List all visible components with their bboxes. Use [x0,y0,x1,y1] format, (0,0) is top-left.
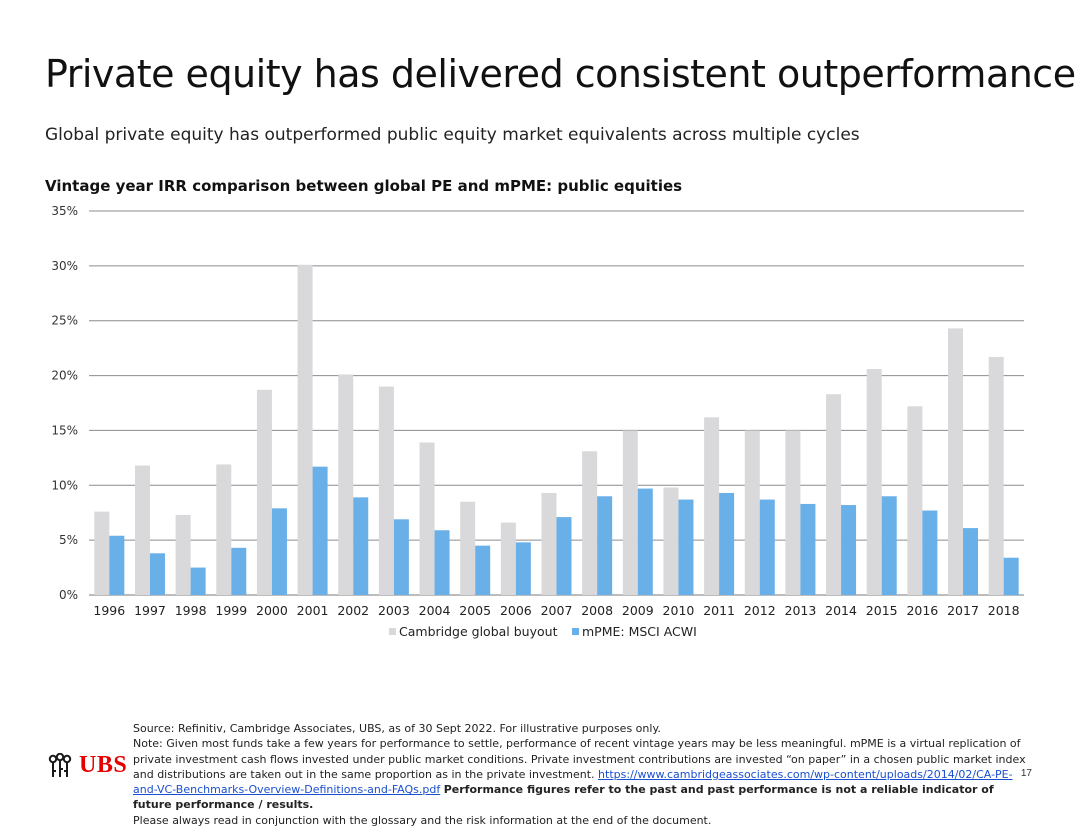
bar-cambridge-buyout [500,522,516,595]
bar-cambridge-buyout [460,501,476,595]
bar-mpme-msci-acwi [841,505,857,595]
bar-mpme-msci-acwi [922,510,938,595]
bar-cambridge-buyout [785,430,801,595]
legend-label: mPME: MSCI ACWI [582,624,697,639]
x-tick-label: 2007 [541,603,573,618]
x-tick-label: 2002 [337,603,369,618]
legend-swatch [389,628,396,635]
x-tick-label: 2005 [459,603,491,618]
x-tick-label: 1996 [93,603,125,618]
bar-mpme-msci-acwi [149,553,165,595]
bar-mpme-msci-acwi [231,547,247,595]
x-tick-label: 2016 [906,603,938,618]
x-tick-label: 1997 [134,603,166,618]
bar-cambridge-buyout [704,417,720,595]
bar-chart: 0% 5% 10% 15% 20% 25% 30% 35% 1996 1997 1998 1999 20… [51,204,1024,639]
reference-link[interactable]: https://www.cambridgeassociates.com/wp-c… [133,767,1013,797]
bar-cambridge-buyout [744,430,760,595]
bar-cambridge-buyout [378,386,394,595]
bar-mpme-msci-acwi [759,499,775,595]
footnote: Source: Refinitiv, Cambridge Associates,… [133,721,1033,828]
x-tick-label: 2010 [663,603,695,618]
y-tick-label: 25% [51,314,78,328]
y-tick-label: 10% [51,478,78,492]
bar-mpme-msci-acwi [434,530,450,595]
y-tick-label: 0% [59,588,78,602]
page-title: Private equity has delivered consistent … [45,52,1076,96]
bar-cambridge-buyout [866,368,882,595]
bar-mpme-msci-acwi [800,503,816,595]
methodology-note: Note: Given most funds take a few years … [133,737,1026,781]
bar-mpme-msci-acwi [353,497,369,595]
bar-mpme-msci-acwi [515,542,531,595]
y-tick-label: 15% [51,423,78,437]
y-tick-label: 30% [51,259,78,273]
x-tick-label: 1999 [215,603,247,618]
bar-cambridge-buyout [297,264,313,595]
y-tick-label: 35% [51,204,78,218]
x-tick-label: 2013 [785,603,817,618]
x-tick-label: 1998 [175,603,207,618]
x-tick-label: 2000 [256,603,288,618]
x-tick-label: 2017 [947,603,979,618]
bar-mpme-msci-acwi [637,488,653,595]
bar-mpme-msci-acwi [271,508,287,595]
bar-cambridge-buyout [419,442,435,595]
ubs-wordmark: UBS [79,752,128,778]
x-tick-label: 2001 [297,603,329,618]
bar-cambridge-buyout [175,514,191,595]
three-keys-icon [48,752,72,777]
bar-cambridge-buyout [907,406,923,595]
bar-cambridge-buyout [826,394,842,595]
source-note: Source: Refinitiv, Cambridge Associates,… [133,722,661,735]
y-tick-label: 20% [51,369,78,383]
legend-label: Cambridge global buyout [399,624,558,639]
bar-mpme-msci-acwi [312,466,328,595]
bar-mpme-msci-acwi [475,545,491,595]
x-tick-label: 2015 [866,603,898,618]
bar-mpme-msci-acwi [881,496,897,595]
x-tick-label: 2006 [500,603,532,618]
legend-swatch [572,628,579,635]
bar-cambridge-buyout [622,430,638,595]
bar-mpme-msci-acwi [393,519,409,595]
bar-mpme-msci-acwi [1003,557,1019,595]
x-tick-label: 2008 [581,603,613,618]
bar-cambridge-buyout [94,511,110,595]
bar-cambridge-buyout [988,356,1004,595]
bar-cambridge-buyout [582,451,598,595]
bar-cambridge-buyout [134,465,150,595]
closing-note: Please always read in conjunction with t… [133,813,712,827]
page-subtitle: Global private equity has outperformed p… [45,125,860,145]
bar-cambridge-buyout [663,487,679,595]
bar-mpme-msci-acwi [719,492,735,595]
ubs-logo: UBS [45,752,127,779]
x-tick-label: 2009 [622,603,654,618]
bar-cambridge-buyout [338,374,354,595]
x-tick-label: 2014 [825,603,857,618]
bar-cambridge-buyout [216,464,232,595]
x-tick-label: 2004 [419,603,451,618]
x-tick-label: 2012 [744,603,776,618]
bar-cambridge-buyout [256,389,272,595]
x-tick-label: 2018 [988,603,1020,618]
y-tick-label: 5% [59,533,78,547]
bar-mpme-msci-acwi [678,499,694,595]
chart-title: Vintage year IRR comparison between glob… [45,177,683,195]
disclaimer-text: Performance figures refer to the past an… [133,783,994,812]
x-tick-label: 2011 [703,603,735,618]
bar-mpme-msci-acwi [556,517,572,595]
bar-mpme-msci-acwi [597,496,613,595]
bar-cambridge-buyout [948,328,964,595]
bar-cambridge-buyout [541,492,557,595]
bar-mpme-msci-acwi [190,567,206,595]
bar-mpme-msci-acwi [963,528,979,595]
x-tick-label: 2003 [378,603,410,618]
bar-mpme-msci-acwi [109,535,125,595]
page-number: 17 [1020,768,1032,779]
